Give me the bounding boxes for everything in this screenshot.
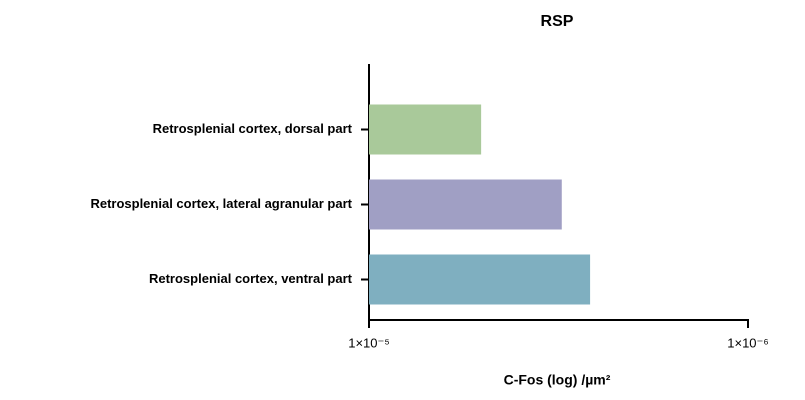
y-tick-label: Retrosplenial cortex, dorsal part (153, 121, 353, 136)
y-tick-label: Retrosplenial cortex, ventral part (149, 271, 353, 286)
x-tick-label: 1×10⁻⁶ (727, 335, 769, 350)
y-tick-label: Retrosplenial cortex, lateral agranular … (90, 196, 352, 211)
x-axis-label: C-Fos (log) /µm² (504, 372, 611, 388)
bar (369, 254, 591, 305)
x-tick-label: 1×10⁻⁵ (348, 335, 390, 350)
bar (369, 179, 562, 230)
chart-title: RSP (541, 13, 574, 30)
bar (369, 104, 482, 155)
